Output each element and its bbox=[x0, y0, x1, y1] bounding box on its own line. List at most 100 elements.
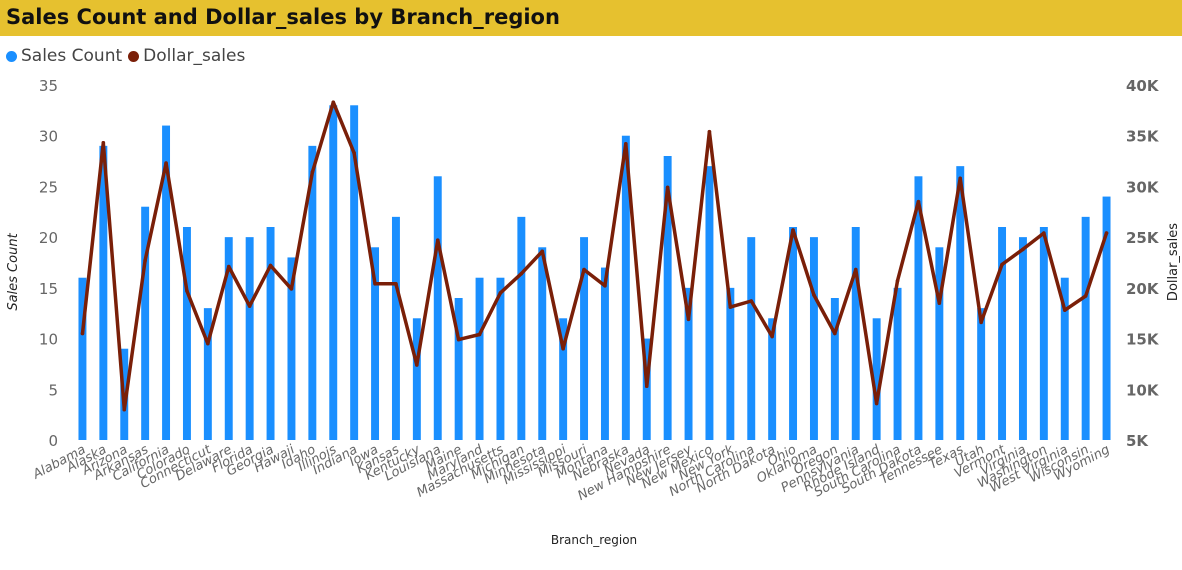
line-point-maryland bbox=[477, 332, 482, 337]
legend-marker-sales-count bbox=[6, 50, 17, 62]
line-point-nebraska bbox=[624, 142, 628, 146]
bar-north-carolina bbox=[747, 237, 756, 440]
line-point-texas bbox=[958, 176, 963, 181]
x-axis-title: Branch_region bbox=[551, 533, 637, 547]
bar-indiana bbox=[350, 105, 359, 441]
bar-maryland bbox=[475, 277, 484, 440]
y-axis-left: 0 5 10 15 20 25 30 35 bbox=[39, 77, 58, 450]
line-point-oregon bbox=[833, 331, 837, 336]
legend-label-sales-count: Sales Count bbox=[21, 46, 123, 66]
bar-wyoming bbox=[1102, 196, 1111, 440]
line-point-arkansas bbox=[143, 258, 147, 263]
y-tick-label: 5 bbox=[48, 381, 58, 399]
y2-tick-label: 10K bbox=[1126, 381, 1160, 399]
bar-mississippi bbox=[559, 318, 568, 440]
bar-illinois bbox=[329, 105, 338, 441]
line-point-new-york bbox=[728, 305, 733, 309]
y2-tick-label: 40K bbox=[1126, 77, 1160, 95]
bar-virginia bbox=[1018, 237, 1027, 440]
line-point-colorado bbox=[185, 289, 189, 293]
bar-michigan bbox=[517, 216, 526, 440]
bar-north-dakota bbox=[768, 318, 777, 440]
y-tick-label: 10 bbox=[39, 331, 58, 349]
line-point-minnesota bbox=[540, 249, 545, 254]
bar-pennsylvania bbox=[851, 227, 860, 440]
line-series-dollar-sales bbox=[80, 100, 1109, 412]
bar-south-dakota bbox=[914, 176, 923, 441]
line-point-utah bbox=[979, 320, 983, 325]
bar-south-carolina bbox=[893, 287, 902, 440]
bar-new-jersey bbox=[684, 287, 693, 440]
bar-texas bbox=[956, 166, 965, 440]
dollar-sales-line bbox=[80, 100, 1109, 412]
line-point-massachusetts bbox=[498, 291, 503, 295]
line-point-new-jersey bbox=[686, 317, 691, 322]
bar-wisconsin bbox=[1081, 216, 1090, 440]
bar-new-york bbox=[726, 287, 735, 440]
line-point-mississippi bbox=[561, 346, 565, 351]
bar-delaware bbox=[224, 237, 233, 440]
bar-arkansas bbox=[141, 206, 150, 440]
y2-tick-label: 5K bbox=[1126, 432, 1149, 450]
legend-item-dollar-sales[interactable]: Dollar_sales bbox=[128, 46, 245, 66]
bar-new-mexico bbox=[705, 166, 714, 440]
line-point-indiana bbox=[352, 151, 356, 155]
bar-maine bbox=[454, 298, 463, 440]
bar-new-hampshire bbox=[663, 156, 672, 440]
line-point-nevada bbox=[644, 384, 649, 389]
line-point-delaware bbox=[226, 264, 231, 269]
bar-alabama bbox=[78, 277, 87, 440]
line-point-arizona bbox=[122, 407, 127, 412]
line-point-oklahoma bbox=[812, 293, 816, 297]
bar-california bbox=[162, 125, 171, 441]
bar-tennessee bbox=[935, 247, 944, 440]
y-tick-label: 20 bbox=[39, 229, 58, 247]
y-axis-title: Sales Count bbox=[6, 232, 21, 310]
line-point-florida bbox=[247, 304, 252, 308]
line-point-wisconsin bbox=[1083, 294, 1088, 298]
bar-minnesota bbox=[538, 247, 547, 440]
line-point-virginia bbox=[1021, 247, 1025, 252]
bar-vermont bbox=[998, 227, 1007, 440]
bar-connecticut bbox=[203, 308, 212, 440]
y-tick-label: 15 bbox=[39, 280, 58, 298]
line-point-iowa bbox=[373, 282, 377, 286]
bar-missouri bbox=[580, 237, 589, 440]
y-axis-right: 5K 10K 15K 20K 25K 30K 35K 40K bbox=[1126, 77, 1160, 450]
line-point-illinois bbox=[331, 100, 336, 105]
line-point-south-carolina bbox=[895, 278, 900, 283]
bar-west-virginia bbox=[1060, 277, 1069, 440]
line-point-ohio bbox=[791, 228, 795, 232]
line-point-alabama bbox=[80, 331, 85, 336]
line-point-idaho bbox=[310, 170, 315, 175]
title-bar: Sales Count and Dollar_sales by Branch_r… bbox=[0, 0, 1182, 36]
legend-item-sales-count[interactable]: Sales Count bbox=[6, 46, 122, 66]
bar-nebraska bbox=[621, 135, 630, 440]
line-point-missouri bbox=[582, 267, 586, 272]
y2-tick-label: 30K bbox=[1126, 178, 1160, 196]
line-point-maine bbox=[456, 337, 461, 342]
y-tick-label: 35 bbox=[39, 77, 58, 95]
line-point-vermont bbox=[1000, 262, 1004, 267]
bar-florida bbox=[245, 237, 254, 440]
line-point-new-hampshire bbox=[665, 185, 670, 190]
line-point-georgia bbox=[268, 263, 273, 268]
line-point-michigan bbox=[519, 271, 524, 276]
line-point-rhode-island bbox=[874, 401, 879, 406]
bar-idaho bbox=[308, 145, 317, 440]
y2-tick-label: 20K bbox=[1126, 280, 1160, 298]
line-point-washington bbox=[1042, 231, 1046, 235]
legend-label-dollar-sales: Dollar_sales bbox=[143, 46, 246, 66]
bar-rhode-island bbox=[872, 318, 881, 440]
bar-ohio bbox=[789, 227, 798, 440]
line-point-wyoming bbox=[1104, 231, 1109, 235]
line-point-new-mexico bbox=[707, 129, 712, 134]
line-point-louisiana bbox=[435, 238, 440, 242]
line-point-north-carolina bbox=[749, 299, 754, 303]
bar-nevada bbox=[642, 338, 651, 440]
bar-washington bbox=[1039, 227, 1048, 440]
y-tick-label: 30 bbox=[39, 128, 58, 146]
bar-montana bbox=[600, 267, 609, 440]
line-point-california bbox=[164, 161, 168, 165]
